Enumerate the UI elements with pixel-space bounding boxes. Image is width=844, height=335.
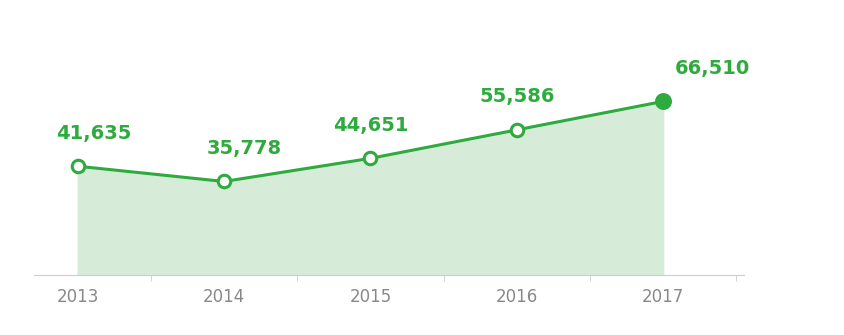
Text: 41,635: 41,635 xyxy=(56,124,131,143)
Text: 35,778: 35,778 xyxy=(206,139,281,158)
Text: 55,586: 55,586 xyxy=(479,87,554,107)
Text: 44,651: 44,651 xyxy=(333,116,408,135)
Text: 66,510: 66,510 xyxy=(674,59,749,78)
